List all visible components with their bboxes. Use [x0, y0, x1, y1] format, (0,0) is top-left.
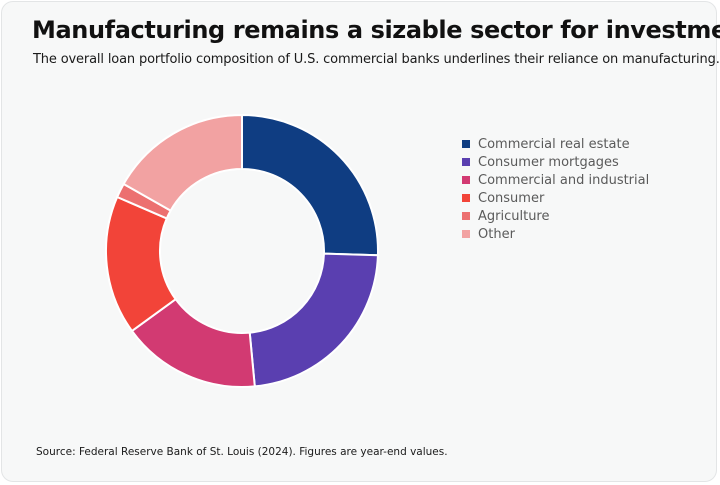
- legend-item: Other: [462, 225, 649, 243]
- legend-swatch: [462, 194, 470, 202]
- legend-item: Consumer: [462, 189, 649, 207]
- donut-slice-commercial-real-estate: [241, 114, 379, 257]
- legend-swatch: [462, 158, 470, 166]
- legend-label: Consumer mortgages: [478, 154, 619, 170]
- donut-slices: [105, 114, 379, 388]
- legend-item: Agriculture: [462, 207, 649, 225]
- donut-slice-other: [122, 114, 243, 212]
- legend-item: Commercial and industrial: [462, 171, 649, 189]
- legend-label: Commercial real estate: [478, 136, 630, 152]
- legend-label: Commercial and industrial: [478, 172, 650, 188]
- legend-item: Consumer mortgages: [462, 153, 649, 171]
- chart-title: Manufacturing remains a sizable sector f…: [32, 16, 720, 44]
- legend-label: Other: [478, 226, 515, 242]
- legend-swatch: [462, 176, 470, 184]
- source-note: Source: Federal Reserve Bank of St. Loui…: [36, 446, 448, 458]
- legend-swatch: [462, 230, 470, 238]
- legend-swatch: [462, 140, 470, 148]
- chart-legend: Commercial real estate Consumer mortgages…: [462, 135, 649, 243]
- legend-label: Agriculture: [478, 208, 550, 224]
- chart-subtitle: The overall loan portfolio composition o…: [33, 52, 720, 67]
- legend-item: Commercial real estate: [462, 135, 649, 153]
- legend-swatch: [462, 212, 470, 220]
- legend-label: Consumer: [478, 190, 545, 206]
- donut-slice-consumer-mortgages: [248, 252, 379, 388]
